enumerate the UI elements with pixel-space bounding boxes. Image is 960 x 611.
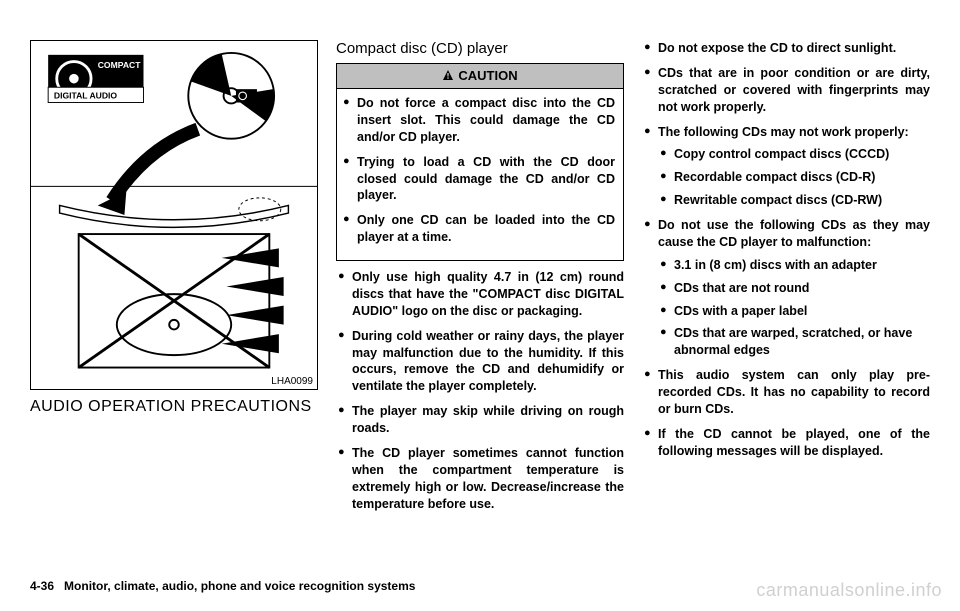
caution-box: CAUTION Do not force a compact disc into… bbox=[336, 63, 624, 261]
list-item-text: The following CDs may not work properly: bbox=[658, 125, 909, 139]
sub-item: 3.1 in (8 cm) discs with an adapter bbox=[658, 257, 930, 274]
caution-list: Do not force a compact disc into the CD … bbox=[341, 95, 615, 246]
sub-item: Copy control compact discs (CCCD) bbox=[658, 146, 930, 163]
warning-icon bbox=[442, 69, 454, 84]
logo-bottom-text: DIGITAL AUDIO bbox=[54, 91, 118, 101]
page-footer: 4-36 Monitor, climate, audio, phone and … bbox=[30, 579, 415, 593]
manual-page: COMPACT DIGITAL AUDIO bbox=[0, 0, 960, 611]
list-item: If the CD cannot be played, one of the f… bbox=[642, 426, 930, 460]
sub-item: CDs that are warped, scratched, or have … bbox=[658, 325, 930, 359]
figure-id-label: LHA0099 bbox=[271, 376, 313, 387]
list-item: Do not use the following CDs as they may… bbox=[642, 217, 930, 359]
logo-top-text: COMPACT bbox=[98, 60, 141, 70]
list-item: The following CDs may not work properly:… bbox=[642, 124, 930, 210]
body-item: During cold weather or rainy days, the p… bbox=[336, 328, 624, 396]
column-3: Do not expose the CD to direct sunlight.… bbox=[642, 40, 930, 520]
sub-item: CDs that are not round bbox=[658, 280, 930, 297]
sub-item: Recordable compact discs (CD-R) bbox=[658, 169, 930, 186]
sub-item: CDs with a paper label bbox=[658, 303, 930, 320]
sub-list: Copy control compact discs (CCCD) Record… bbox=[658, 146, 930, 209]
column-1: COMPACT DIGITAL AUDIO bbox=[30, 40, 318, 520]
caution-header: CAUTION bbox=[337, 64, 623, 89]
page-number: 4-36 bbox=[30, 579, 54, 593]
list-item: Do not expose the CD to direct sunlight. bbox=[642, 40, 930, 57]
body-list: Only use high quality 4.7 in (12 cm) rou… bbox=[336, 269, 624, 512]
sub-item: Rewritable compact discs (CD-RW) bbox=[658, 192, 930, 209]
caution-item: Trying to load a CD with the CD door clo… bbox=[341, 154, 615, 205]
list-item: CDs that are in poor condition or are di… bbox=[642, 65, 930, 116]
column-2: Compact disc (CD) player CAUTION Do not … bbox=[336, 40, 624, 520]
sub-list: 3.1 in (8 cm) discs with an adapter CDs … bbox=[658, 257, 930, 359]
list-item: This audio system can only play pre-reco… bbox=[642, 367, 930, 418]
body-item: The player may skip while driving on rou… bbox=[336, 403, 624, 437]
caution-label: CAUTION bbox=[458, 68, 517, 83]
column3-list: Do not expose the CD to direct sunlight.… bbox=[642, 40, 930, 460]
body-item: The CD player sometimes cannot function … bbox=[336, 445, 624, 513]
section-title: AUDIO OPERATION PRECAUTIONS bbox=[30, 398, 318, 416]
chapter-title: Monitor, climate, audio, phone and voice… bbox=[64, 579, 415, 593]
list-item-text: Do not use the following CDs as they may… bbox=[658, 218, 930, 249]
caution-item: Only one CD can be loaded into the CD pl… bbox=[341, 212, 615, 246]
watermark: carmanualsonline.info bbox=[756, 580, 942, 601]
cd-precaution-figure: COMPACT DIGITAL AUDIO bbox=[30, 40, 318, 390]
cd-player-subhead: Compact disc (CD) player bbox=[336, 40, 624, 57]
caution-item: Do not force a compact disc into the CD … bbox=[341, 95, 615, 146]
caution-body: Do not force a compact disc into the CD … bbox=[337, 89, 623, 260]
figure-svg: COMPACT DIGITAL AUDIO bbox=[31, 41, 317, 389]
column2-body: Only use high quality 4.7 in (12 cm) rou… bbox=[336, 269, 624, 512]
three-column-layout: COMPACT DIGITAL AUDIO bbox=[30, 40, 930, 520]
body-item: Only use high quality 4.7 in (12 cm) rou… bbox=[336, 269, 624, 320]
